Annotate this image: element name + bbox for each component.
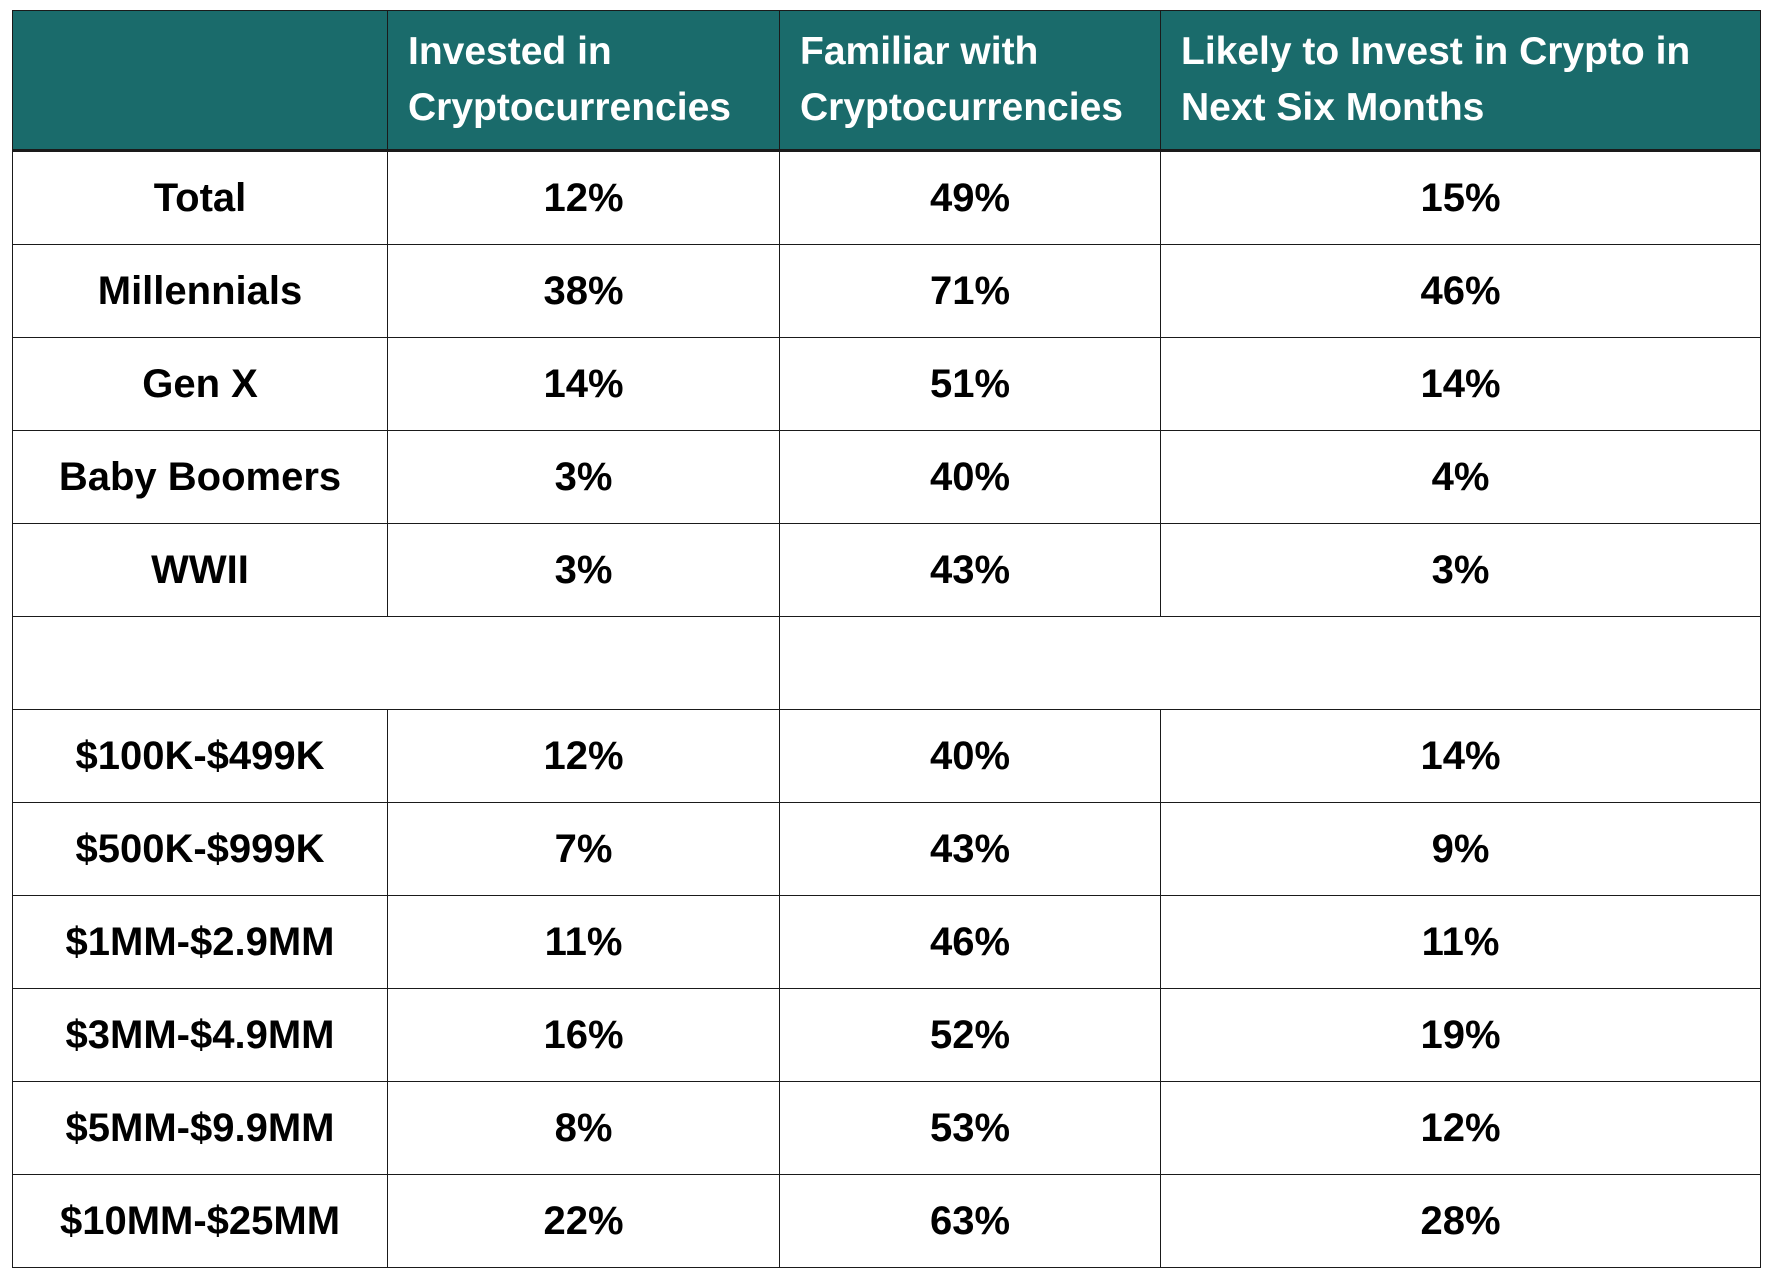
value-cell: 14% [1160, 709, 1761, 803]
row-label: Total [12, 150, 388, 245]
value-cell: 53% [779, 1081, 1161, 1175]
value-cell: 71% [779, 244, 1161, 338]
header-cell-familiar: Familiar with Cryptocurrencies [779, 10, 1161, 152]
value-cell: 40% [779, 709, 1161, 803]
value-cell: 3% [387, 523, 780, 617]
value-cell: 3% [1160, 523, 1761, 617]
row-label: $5MM-$9.9MM [12, 1081, 388, 1175]
value-cell: 43% [779, 802, 1161, 896]
table-row: WWII 3% 43% 3% [12, 523, 1761, 617]
value-cell: 12% [387, 709, 780, 803]
crypto-survey-table: Invested in Cryptocurrencies Familiar wi… [12, 10, 1761, 1268]
value-cell: 9% [1160, 802, 1761, 896]
value-cell: 8% [387, 1081, 780, 1175]
value-cell: 38% [387, 244, 780, 338]
value-cell: 11% [1160, 895, 1761, 989]
value-cell: 43% [779, 523, 1161, 617]
value-cell: 11% [387, 895, 780, 989]
value-cell: 28% [1160, 1174, 1761, 1268]
header-row: Invested in Cryptocurrencies Familiar wi… [12, 10, 1761, 152]
table-row: Gen X 14% 51% 14% [12, 337, 1761, 431]
header-cell-invested: Invested in Cryptocurrencies [387, 10, 780, 152]
value-cell: 63% [779, 1174, 1161, 1268]
table-row: $5MM-$9.9MM 8% 53% 12% [12, 1081, 1761, 1175]
row-label: $3MM-$4.9MM [12, 988, 388, 1082]
separator-cell [12, 616, 780, 710]
table-row: $3MM-$4.9MM 16% 52% 19% [12, 988, 1761, 1082]
value-cell: 51% [779, 337, 1161, 431]
value-cell: 19% [1160, 988, 1761, 1082]
row-label: $1MM-$2.9MM [12, 895, 388, 989]
row-label: Gen X [12, 337, 388, 431]
table-row: $100K-$499K 12% 40% 14% [12, 709, 1761, 803]
row-label: Baby Boomers [12, 430, 388, 524]
value-cell: 22% [387, 1174, 780, 1268]
value-cell: 46% [779, 895, 1161, 989]
value-cell: 4% [1160, 430, 1761, 524]
value-cell: 40% [779, 430, 1161, 524]
row-label: $100K-$499K [12, 709, 388, 803]
table-row: $1MM-$2.9MM 11% 46% 11% [12, 895, 1761, 989]
value-cell: 14% [1160, 337, 1761, 431]
separator-cell [779, 616, 1761, 710]
row-label: Millennials [12, 244, 388, 338]
value-cell: 16% [387, 988, 780, 1082]
value-cell: 12% [1160, 1081, 1761, 1175]
value-cell: 14% [387, 337, 780, 431]
table-row: Total 12% 49% 15% [12, 150, 1761, 245]
value-cell: 3% [387, 430, 780, 524]
value-cell: 12% [387, 150, 780, 245]
header-cell-likely: Likely to Invest in Crypto in Next Six M… [1160, 10, 1761, 152]
value-cell: 46% [1160, 244, 1761, 338]
row-label: WWII [12, 523, 388, 617]
value-cell: 52% [779, 988, 1161, 1082]
group-separator-row [12, 616, 1761, 710]
table-row: Baby Boomers 3% 40% 4% [12, 430, 1761, 524]
row-label: $10MM-$25MM [12, 1174, 388, 1268]
value-cell: 15% [1160, 150, 1761, 245]
table-row: $10MM-$25MM 22% 63% 28% [12, 1174, 1761, 1268]
value-cell: 7% [387, 802, 780, 896]
table-row: $500K-$999K 7% 43% 9% [12, 802, 1761, 896]
row-label: $500K-$999K [12, 802, 388, 896]
table-row: Millennials 38% 71% 46% [12, 244, 1761, 338]
value-cell: 49% [779, 150, 1161, 245]
header-cell-row-label [12, 10, 388, 152]
